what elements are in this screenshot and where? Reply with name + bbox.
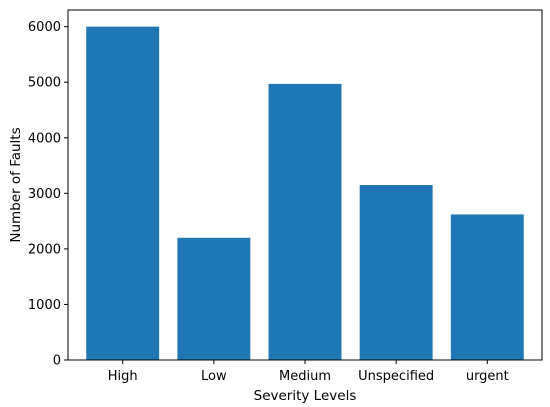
x-axis-label: Severity Levels <box>254 388 357 404</box>
y-axis-ticks: 0 1000 2000 3000 4000 5000 6000 <box>28 20 68 369</box>
x-axis-ticks: High Low Medium Unspecified urgent <box>108 360 509 384</box>
bar-medium <box>268 83 342 360</box>
bar-unspecified <box>359 185 433 360</box>
y-axis-label: Number of Faults <box>8 127 24 242</box>
x-tick-label: Unspecified <box>358 369 434 384</box>
bar-urgent <box>450 214 524 360</box>
y-tick-label: 3000 <box>28 187 61 202</box>
y-tick-label: 5000 <box>28 76 61 91</box>
bar-high <box>86 26 160 361</box>
y-tick-label: 4000 <box>28 131 61 146</box>
y-tick-label: 1000 <box>28 298 61 313</box>
x-tick-label: Medium <box>279 369 331 384</box>
bar-low <box>177 237 251 360</box>
bars-group <box>86 26 524 361</box>
x-tick-label: Low <box>201 369 227 384</box>
y-tick-label: 2000 <box>28 242 61 257</box>
plot-frame <box>67 9 543 361</box>
x-tick-label: High <box>108 369 138 384</box>
x-tick-label: urgent <box>466 369 509 384</box>
y-tick-label: 0 <box>53 354 61 369</box>
y-tick-label: 6000 <box>28 20 61 35</box>
